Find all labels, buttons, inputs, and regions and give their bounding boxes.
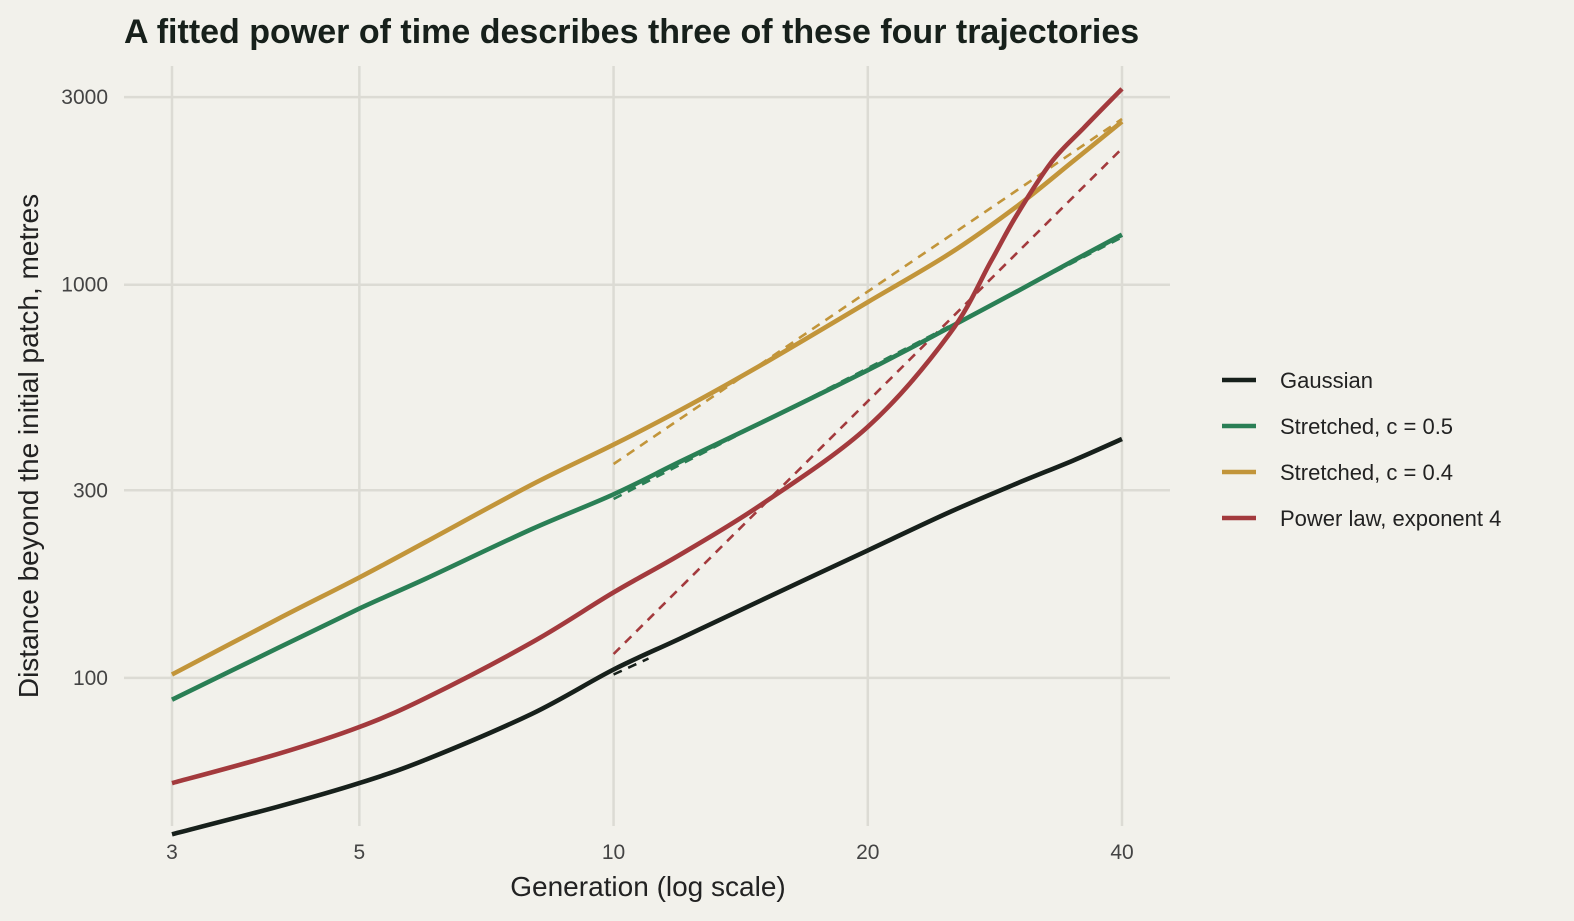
x-axis-label: Generation (log scale) xyxy=(510,871,785,902)
fitted-line-stretched-c-0-4 xyxy=(612,117,1123,466)
series-line-gaussian xyxy=(171,436,1123,837)
legend-label: Power law, exponent 4 xyxy=(1280,506,1501,531)
legend-label: Gaussian xyxy=(1280,368,1373,393)
x-tick-label: 3 xyxy=(166,841,178,864)
y-tick-label: 300 xyxy=(73,479,108,502)
y-tick-label: 3000 xyxy=(61,86,108,109)
x-tick-label: 20 xyxy=(856,841,879,864)
legend: Gaussian Stretched, c = 0.5 Stretched, c =… xyxy=(1222,368,1501,531)
y-tick-label: 1000 xyxy=(61,274,108,297)
y-tick-label: 100 xyxy=(73,667,108,690)
series-line-stretched-c-0-4 xyxy=(170,119,1124,677)
y-axis-label: Distance beyond the initial patch, metre… xyxy=(13,194,44,698)
tick-labels: 3 5 10 20 40 100 300 1000 3000 xyxy=(61,86,1133,864)
x-tick-label: 5 xyxy=(354,841,366,864)
legend-label: Stretched, c = 0.4 xyxy=(1280,460,1453,485)
legend-label: Stretched, c = 0.5 xyxy=(1280,414,1453,439)
fitted-line-power-law-exponent-4 xyxy=(612,147,1123,655)
gridlines xyxy=(124,66,1170,826)
series-lines xyxy=(170,87,1124,837)
series-line-stretched-c-0-5 xyxy=(170,232,1124,702)
series-line-power-law-exponent-4 xyxy=(171,87,1124,786)
fitted-line-gaussian xyxy=(613,657,650,676)
chart-title: A fitted power of time describes three o… xyxy=(124,13,1139,51)
x-tick-label: 10 xyxy=(602,841,625,864)
fitted-lines xyxy=(612,117,1123,676)
x-tick-label: 40 xyxy=(1110,841,1133,864)
